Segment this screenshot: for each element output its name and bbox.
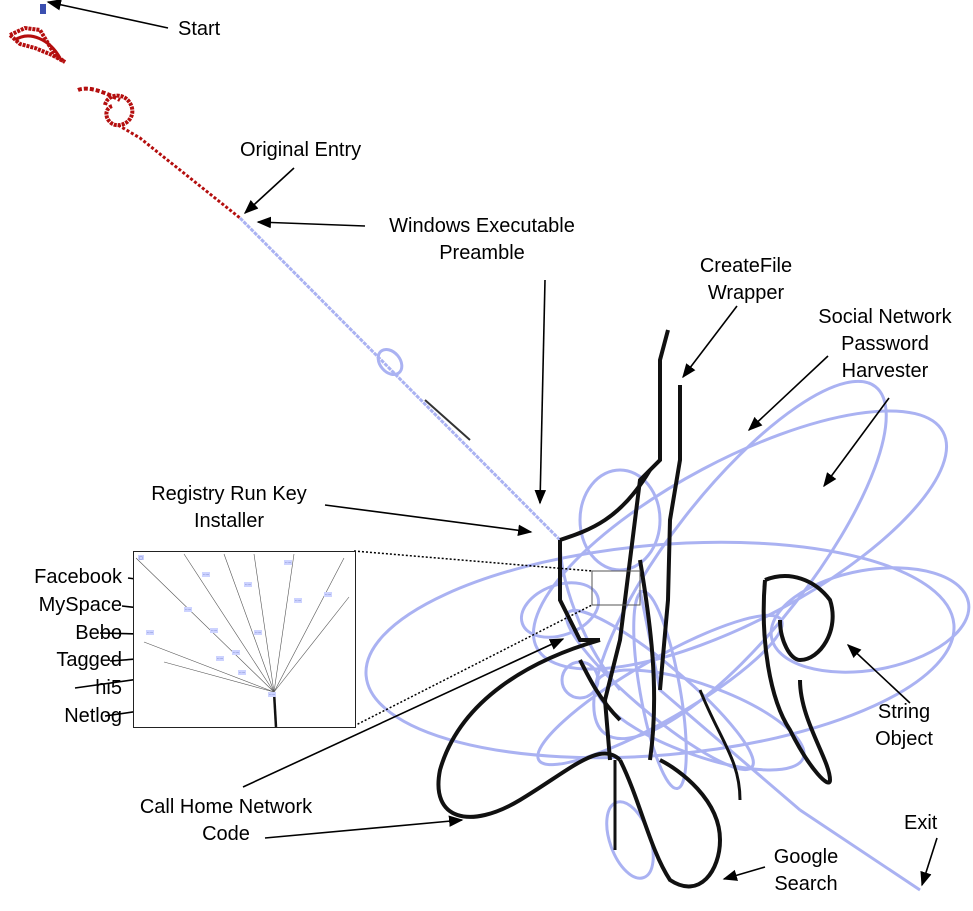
label-netlog: Netlog xyxy=(34,703,122,731)
label-hi5: hi5 xyxy=(34,675,122,703)
label-google-line1: Google xyxy=(774,844,839,871)
label-social-line3: Harvester xyxy=(818,358,951,385)
label-call-home-code: Call Home Network Code xyxy=(140,794,312,848)
label-registry-installer: Registry Run Key Installer xyxy=(151,481,307,535)
label-registry-line1: Registry Run Key xyxy=(151,481,307,508)
label-google-line2: Search xyxy=(774,871,839,898)
label-call-home-line2: Code xyxy=(140,821,312,848)
label-createfile-line2: Wrapper xyxy=(700,280,792,307)
label-string-object: String Object xyxy=(875,699,933,753)
label-google-search: Google Search xyxy=(774,844,839,898)
label-start: Start xyxy=(178,16,220,43)
label-windows-preamble: Windows Executable Preamble xyxy=(389,213,575,267)
label-social-sites-list: Facebook MySpace Bebo Tagged hi5 Netlog xyxy=(34,564,122,731)
label-windows-preamble-line2: Preamble xyxy=(389,240,575,267)
label-windows-preamble-line1: Windows Executable xyxy=(389,213,575,240)
label-registry-line2: Installer xyxy=(151,508,307,535)
label-exit: Exit xyxy=(904,810,937,837)
label-social-line2: Password xyxy=(818,331,951,358)
label-myspace: MySpace xyxy=(34,592,122,620)
label-original-entry: Original Entry xyxy=(240,137,361,164)
inset-tree xyxy=(134,552,355,727)
label-facebook: Facebook xyxy=(34,564,122,592)
label-createfile-line1: CreateFile xyxy=(700,253,792,280)
label-call-home-line1: Call Home Network xyxy=(140,794,312,821)
label-string-line1: String xyxy=(875,699,933,726)
label-bebo: Bebo xyxy=(34,620,122,648)
zoomed-inset-panel: □ ····· ····· ····· ····· ····· ····· ··… xyxy=(133,551,356,728)
label-tagged: Tagged xyxy=(34,647,122,675)
label-social-network-harvester: Social Network Password Harvester xyxy=(818,304,951,385)
label-string-line2: Object xyxy=(875,726,933,753)
label-createfile-wrapper: CreateFile Wrapper xyxy=(700,253,792,307)
label-social-line1: Social Network xyxy=(818,304,951,331)
